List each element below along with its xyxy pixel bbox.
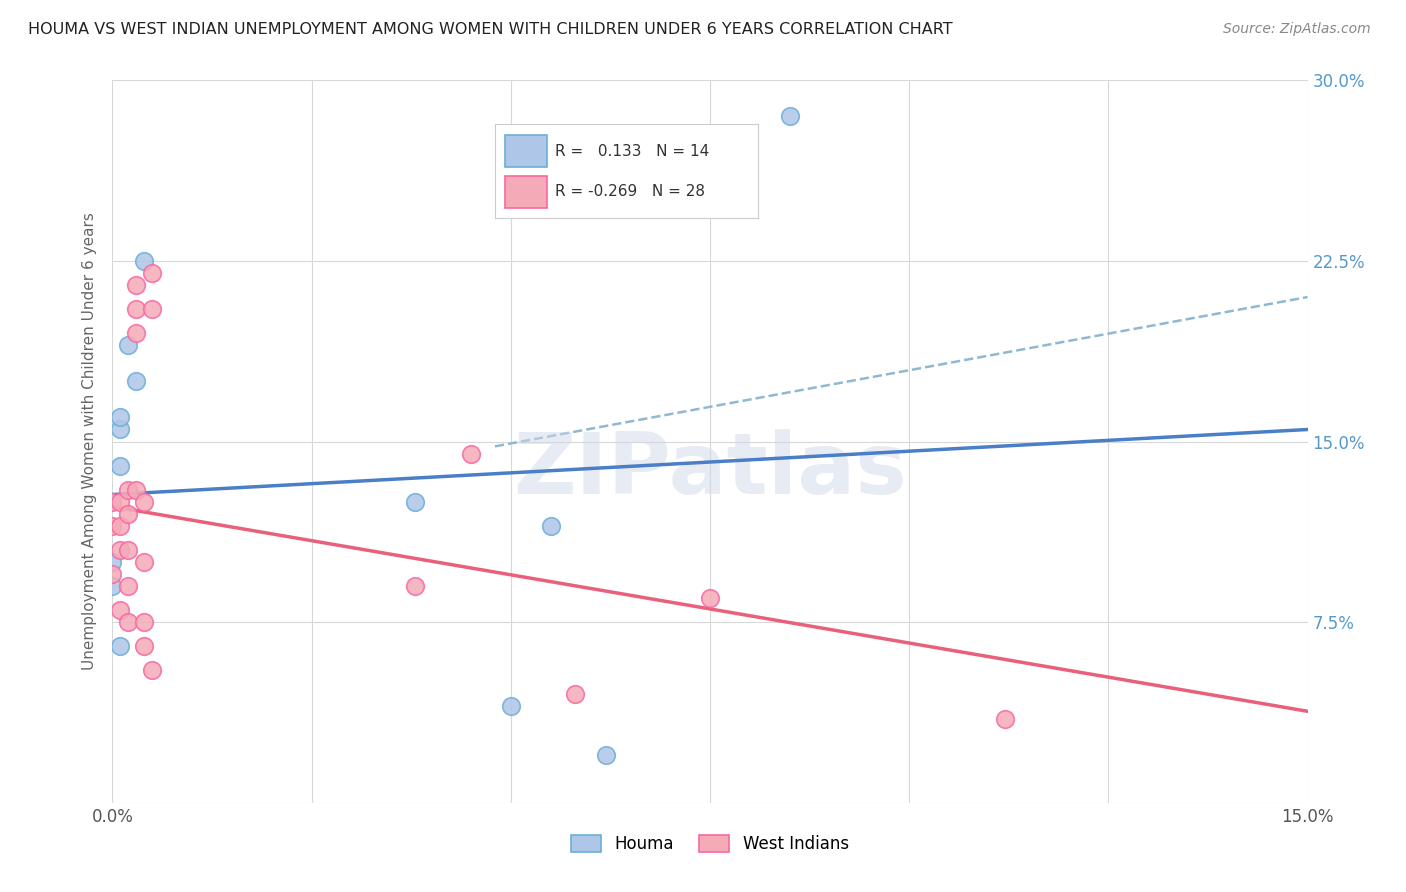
- Point: [101, 579, 124, 593]
- Point: [125, 301, 148, 317]
- Point: [117, 579, 139, 593]
- Point: [117, 338, 139, 352]
- Point: [117, 615, 139, 630]
- Point: [141, 266, 163, 280]
- Text: ZIPatlas: ZIPatlas: [513, 429, 907, 512]
- Point: [699, 591, 721, 605]
- Point: [110, 639, 132, 653]
- Legend: Houma, West Indians: Houma, West Indians: [565, 828, 855, 860]
- Point: [125, 483, 148, 497]
- Point: [134, 253, 156, 268]
- Point: [110, 422, 132, 436]
- Point: [110, 410, 132, 425]
- Point: [134, 555, 156, 569]
- Point: [125, 374, 148, 388]
- Point: [110, 494, 132, 508]
- Point: [141, 664, 163, 678]
- Point: [101, 518, 124, 533]
- Y-axis label: Unemployment Among Women with Children Under 6 years: Unemployment Among Women with Children U…: [82, 212, 97, 671]
- Point: [110, 458, 132, 473]
- Point: [779, 109, 801, 123]
- Point: [117, 542, 139, 557]
- Point: [994, 712, 1017, 726]
- Point: [125, 326, 148, 340]
- Point: [404, 579, 426, 593]
- Point: [134, 615, 156, 630]
- Point: [101, 555, 124, 569]
- Point: [540, 518, 562, 533]
- Point: [110, 542, 132, 557]
- Point: [404, 494, 426, 508]
- Point: [595, 747, 617, 762]
- Point: [117, 483, 139, 497]
- Point: [125, 277, 148, 292]
- Point: [134, 639, 156, 653]
- Point: [141, 301, 163, 317]
- Point: [460, 446, 482, 460]
- Point: [564, 687, 586, 701]
- Point: [110, 603, 132, 617]
- Point: [110, 518, 132, 533]
- Text: HOUMA VS WEST INDIAN UNEMPLOYMENT AMONG WOMEN WITH CHILDREN UNDER 6 YEARS CORREL: HOUMA VS WEST INDIAN UNEMPLOYMENT AMONG …: [28, 22, 953, 37]
- Text: Source: ZipAtlas.com: Source: ZipAtlas.com: [1223, 22, 1371, 37]
- Point: [117, 507, 139, 521]
- Point: [101, 567, 124, 582]
- Point: [499, 699, 522, 714]
- Point: [134, 494, 156, 508]
- Point: [101, 494, 124, 508]
